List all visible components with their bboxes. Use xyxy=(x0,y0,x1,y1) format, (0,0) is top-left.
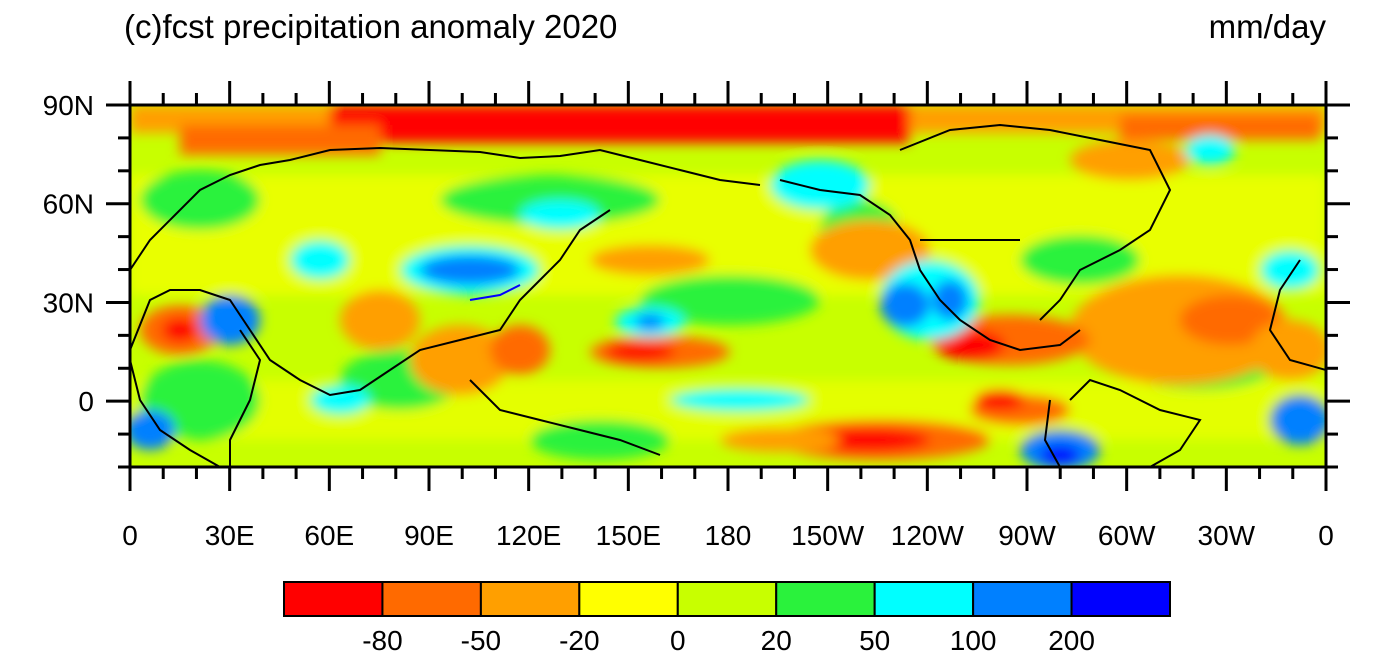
colorbar-swatch xyxy=(775,581,876,617)
lat-label: 60N xyxy=(43,189,94,220)
units-label: mm/day xyxy=(1208,8,1326,45)
lon-label: 180 xyxy=(705,520,752,551)
lon-label: 150E xyxy=(596,520,661,551)
lon-label: 60E xyxy=(304,520,354,551)
lat-label: 30N xyxy=(43,287,94,318)
colorbar-label: -80 xyxy=(362,625,402,656)
colorbar-label: 100 xyxy=(950,625,997,656)
colorbar-swatch xyxy=(479,581,581,617)
latitude-labels: 90N 60N 30N 0 xyxy=(43,90,94,417)
colorbar xyxy=(283,581,1171,617)
lon-label: 120E xyxy=(496,520,561,551)
colorbar-swatch xyxy=(1070,581,1171,617)
lon-label: 60W xyxy=(1098,520,1156,551)
colorbar-label: 20 xyxy=(761,625,792,656)
lon-label: 90W xyxy=(998,520,1056,551)
colorbar-swatch xyxy=(676,581,778,617)
lon-label: 30W xyxy=(1198,520,1256,551)
coastlines xyxy=(130,123,1326,467)
lon-label: 120W xyxy=(891,520,965,551)
lon-label: 0 xyxy=(1318,520,1334,551)
longitude-labels: 0 30E 60E 90E 120E 150E 180 150W 120W 90W 60W 30W 0 xyxy=(122,520,1334,551)
colorbar-swatch xyxy=(873,581,975,617)
colorbar-label: 0 xyxy=(670,625,686,656)
colorbar-label: 50 xyxy=(859,625,890,656)
lon-label: 150W xyxy=(791,520,865,551)
lon-label: 30E xyxy=(205,520,255,551)
colorbar-swatch xyxy=(972,581,1073,617)
colorbar-label: 200 xyxy=(1048,625,1095,656)
lon-label: 0 xyxy=(122,520,138,551)
colorbar-swatch xyxy=(578,581,679,617)
colorbar-labels: -80 -50 -20 0 20 50 100 200 xyxy=(362,625,1095,656)
precip-field xyxy=(130,105,1326,467)
colorbar-label: -50 xyxy=(461,625,501,656)
lat-label: 0 xyxy=(78,386,94,417)
map-title: (c)fcst precipitation anomaly 2020 xyxy=(124,8,618,45)
lon-label: 90E xyxy=(404,520,454,551)
colorbar-swatch xyxy=(381,581,482,617)
colorbar-label: -20 xyxy=(559,625,599,656)
axis-ticks xyxy=(106,81,1350,491)
lat-label: 90N xyxy=(43,90,94,121)
colorbar-swatch xyxy=(283,581,384,617)
